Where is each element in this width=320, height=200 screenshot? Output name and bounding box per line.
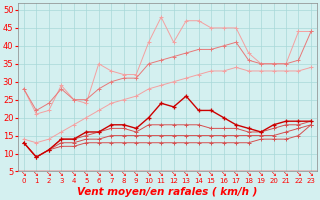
X-axis label: Vent moyen/en rafales ( km/h ): Vent moyen/en rafales ( km/h ) bbox=[77, 187, 258, 197]
